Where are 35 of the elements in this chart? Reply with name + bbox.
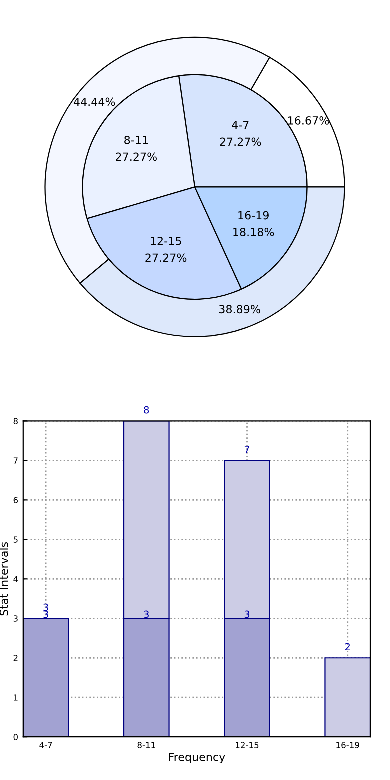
x-tick-label: 16-19: [336, 742, 360, 748]
x-tick-label: 12-15: [236, 742, 259, 748]
y-tick-label: 0: [14, 734, 18, 740]
slice-label: 8-11: [124, 136, 148, 144]
bar: [324, 658, 370, 738]
slice-label: 4-7: [232, 121, 249, 130]
total-label: 8: [144, 406, 150, 414]
slice-label: 16-19: [238, 211, 269, 220]
data-label: 44.44%: [74, 98, 116, 106]
x-axis-title: Frequency: [169, 753, 226, 764]
y-tick-label: 3: [14, 616, 18, 622]
data-label: 16.67%: [288, 116, 330, 125]
y-axis-title: Stat Intervals: [0, 542, 8, 616]
y-tick-label: 6: [14, 497, 18, 504]
x-tick-label: 4-7: [40, 742, 52, 748]
y-tick-label: 1: [14, 694, 18, 701]
y-tick-label: 4: [14, 576, 18, 582]
bar: [23, 618, 70, 738]
data-label: 3: [144, 610, 149, 618]
y-tick-label: 7: [14, 458, 18, 464]
data-label: 27.27%: [220, 138, 262, 146]
y-tick-label: 5: [14, 536, 18, 543]
total-label: 2: [345, 643, 350, 651]
total-label: 7: [244, 446, 250, 454]
data-label: 27.27%: [146, 254, 187, 262]
y-tick-label: 2: [14, 655, 18, 662]
data-label: 3: [244, 610, 250, 618]
data-label: 27.27%: [116, 152, 157, 162]
data-label: 38.89%: [219, 305, 260, 314]
data-label: 3: [44, 604, 48, 612]
total-label: 3: [44, 610, 48, 618]
x-tick-label: 8-11: [138, 742, 156, 748]
data-label: 18.18%: [234, 228, 274, 236]
y-tick-label: 8: [14, 418, 18, 424]
slice-label: 12-15: [151, 236, 182, 246]
